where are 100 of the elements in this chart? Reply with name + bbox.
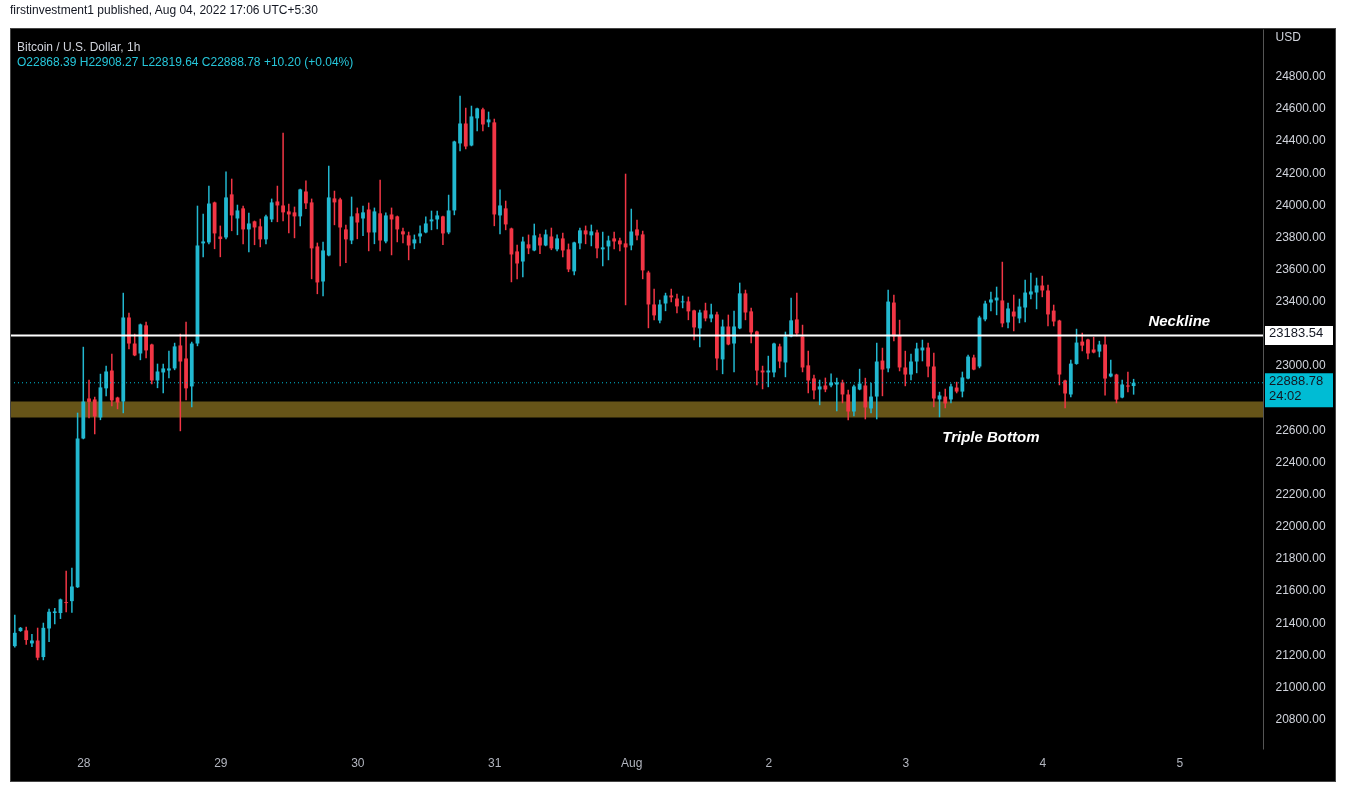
- candlestick: [903, 350, 908, 387]
- candlestick: [909, 353, 913, 381]
- candlestick: [966, 354, 970, 380]
- candlestick: [395, 215, 400, 243]
- candlestick: [343, 224, 348, 264]
- candlestick: [794, 292, 799, 337]
- candlestick: [1086, 338, 1090, 360]
- candlestick: [167, 350, 171, 379]
- candlestick: [669, 288, 674, 303]
- candlestick: [652, 288, 657, 321]
- y-tick-label: 21200.00: [1275, 647, 1326, 662]
- x-tick-label: 4: [1039, 755, 1047, 770]
- candlestick: [446, 194, 451, 235]
- candlestick: [657, 299, 662, 324]
- candlestick: [989, 291, 993, 312]
- candlestick: [498, 189, 502, 235]
- candlestick: [1046, 284, 1050, 327]
- candlestick: [458, 95, 462, 152]
- ref-line-label: 22888.78 24:02: [1269, 372, 1324, 403]
- candlestick: [914, 342, 919, 374]
- y-tick-label: 22000.00: [1275, 519, 1326, 534]
- candlestick: [475, 107, 480, 132]
- y-tick-label: 21000.00: [1275, 679, 1326, 694]
- candlestick: [943, 388, 948, 409]
- candlestick: [92, 396, 97, 435]
- candlestick: [635, 219, 639, 241]
- candlestick: [692, 309, 696, 341]
- y-tick-label: 24800.00: [1275, 69, 1326, 84]
- candlestick: [355, 207, 360, 240]
- x-tick-label: 2: [765, 755, 773, 770]
- candlestick: [1051, 304, 1056, 327]
- y-tick-label: 23400.00: [1275, 294, 1326, 309]
- candlestick: [709, 303, 714, 323]
- candlestick: [834, 377, 839, 412]
- candlestick: [726, 314, 731, 346]
- y-tick-label: 23600.00: [1275, 261, 1326, 276]
- candlestick: [595, 229, 599, 259]
- y-tick-label: 21400.00: [1275, 615, 1326, 630]
- candlestick: [69, 567, 74, 613]
- candlestick: [817, 379, 822, 406]
- candlestick: [1080, 332, 1085, 352]
- x-tick-label: 31: [488, 755, 502, 770]
- candlestick: [749, 307, 754, 344]
- x-tick-label: 30: [351, 755, 365, 770]
- candlestick: [829, 373, 833, 388]
- y-axis-title: USD: [1275, 29, 1302, 44]
- candlestick: [435, 210, 440, 230]
- text: O22868.39 H22908.27 L22819.64 C22888.78 +10.20 (+0.04%): [17, 55, 354, 69]
- candlestick: [104, 365, 109, 397]
- candlestick: [401, 227, 405, 244]
- candlestick: [286, 203, 291, 234]
- candlestick: [983, 300, 988, 322]
- candlestick: [366, 202, 371, 252]
- candlestick: [87, 379, 91, 419]
- candlestick: [1011, 294, 1016, 332]
- candlestick: [960, 371, 965, 398]
- candlestick: [406, 231, 411, 261]
- candlestick: [1006, 302, 1010, 329]
- candlestick: [441, 215, 445, 246]
- candlestick: [532, 223, 537, 252]
- annotation: Triple Bottom: [942, 428, 1040, 446]
- candlestick: [520, 236, 525, 278]
- candlestick: [201, 213, 206, 258]
- candlestick: [132, 333, 137, 357]
- candlestick: [1028, 272, 1033, 300]
- y-tick-label: 24600.00: [1275, 101, 1326, 116]
- candlestick: [926, 342, 931, 378]
- candlestick: [480, 107, 485, 132]
- candlestick: [178, 333, 183, 432]
- candlestick: [241, 205, 246, 245]
- y-tick-label: 21600.00: [1275, 583, 1326, 598]
- candlestick: [538, 233, 542, 255]
- x-tick-label: 5: [1176, 755, 1184, 770]
- candlestick: [863, 377, 868, 420]
- candlestick: [281, 132, 285, 222]
- y-tick-label: 20800.00: [1275, 711, 1326, 726]
- text: firstinvestment1 published, Aug 04, 2022 17:06 UTC+5:30: [10, 3, 318, 17]
- candlestick: [64, 570, 69, 613]
- candlestick: [258, 218, 263, 248]
- x-tick-label: 28: [77, 755, 91, 770]
- candlestick: [1000, 261, 1005, 328]
- ref-line-label: 23183.54: [1269, 325, 1324, 341]
- candlestick: [560, 232, 565, 258]
- candlestick: [12, 614, 17, 648]
- y-tick-label: 22200.00: [1275, 486, 1326, 501]
- annotation: Neckline: [1148, 312, 1211, 330]
- candlestick: [1126, 371, 1130, 393]
- candlestick: [1063, 379, 1068, 409]
- candlestick: [612, 231, 617, 250]
- candlestick: [463, 107, 468, 150]
- x-tick-label: 3: [902, 755, 910, 770]
- candlestick: [52, 607, 57, 625]
- candlestick: [777, 343, 782, 369]
- candlestick: [47, 608, 51, 642]
- candlestick: [269, 198, 274, 223]
- candlestick: [229, 178, 234, 232]
- candlestick: [629, 208, 634, 251]
- y-tick-label: 22400.00: [1275, 454, 1326, 469]
- candlestick: [246, 212, 251, 253]
- y-tick-label: 24400.00: [1275, 133, 1326, 148]
